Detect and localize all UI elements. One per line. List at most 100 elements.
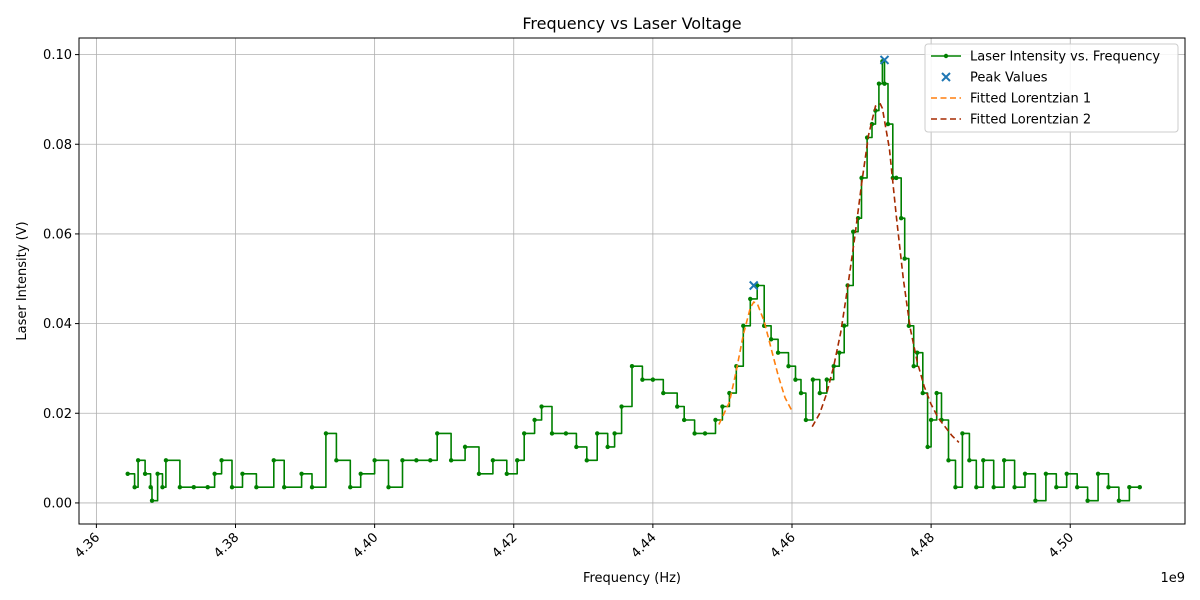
intensity-data-point bbox=[720, 404, 725, 409]
intensity-data-point bbox=[793, 377, 798, 382]
x-axis-offset-label: 1e9 bbox=[1160, 571, 1185, 586]
intensity-data-point bbox=[155, 471, 160, 476]
x-tick-label: 4.44 bbox=[629, 530, 660, 561]
intensity-data-point bbox=[934, 390, 939, 396]
intensity-data-point bbox=[584, 458, 589, 463]
intensity-data-point bbox=[692, 431, 697, 436]
intensity-data-point bbox=[902, 256, 907, 261]
intensity-data-point bbox=[953, 485, 958, 490]
intensity-data-point bbox=[142, 471, 148, 476]
intensity-data-point bbox=[974, 485, 979, 490]
intensity-data-point bbox=[504, 471, 509, 476]
intensity-data-point bbox=[741, 323, 746, 329]
legend-swatch-dot bbox=[943, 53, 949, 59]
x-axis-title: Frequency (Hz) bbox=[583, 571, 681, 586]
intensity-data-point bbox=[191, 485, 196, 490]
intensity-data-point bbox=[148, 485, 153, 490]
x-tick-label: 4.48 bbox=[907, 530, 938, 561]
intensity-data-point bbox=[240, 471, 245, 476]
intensity-data-point bbox=[605, 444, 610, 450]
series-intensity-line bbox=[127, 60, 1140, 502]
intensity-data-point bbox=[1043, 471, 1049, 476]
y-tick-label: 0.00 bbox=[43, 496, 72, 511]
intensity-data-point bbox=[786, 363, 791, 369]
intensity-data-point bbox=[125, 471, 130, 476]
intensity-data-point bbox=[824, 377, 829, 382]
y-tick-label: 0.02 bbox=[43, 407, 72, 422]
intensity-data-point bbox=[219, 458, 224, 463]
intensity-data-point bbox=[748, 296, 753, 302]
intensity-data-point bbox=[681, 417, 687, 423]
intensity-data-point bbox=[831, 363, 836, 369]
intensity-data-point bbox=[798, 390, 804, 396]
peak-marker bbox=[879, 55, 890, 65]
intensity-data-point bbox=[925, 444, 930, 450]
intensity-data-point bbox=[177, 485, 183, 490]
intensity-data-point bbox=[920, 390, 925, 396]
plot-frame bbox=[78, 37, 1186, 525]
intensity-data-point bbox=[619, 404, 624, 409]
intensity-data-point bbox=[640, 377, 645, 382]
intensity-data-point bbox=[428, 458, 433, 463]
intensity-data-point bbox=[135, 458, 141, 463]
intensity-data-point bbox=[841, 323, 847, 329]
intensity-data-point bbox=[160, 485, 165, 490]
legend-label: Fitted Lorentzian 2 bbox=[970, 113, 1091, 128]
series-lorentzian-1 bbox=[718, 301, 793, 425]
intensity-data-point bbox=[149, 498, 155, 503]
axes: 4.36 4.38 4.40 4.42 4.44 4.46 4.48 4.50 0.00 0.02… bbox=[43, 48, 1077, 561]
intensity-data-point bbox=[348, 485, 353, 490]
intensity-data-point bbox=[1106, 485, 1111, 490]
intensity-data-point bbox=[521, 431, 527, 436]
intensity-data-point bbox=[212, 471, 217, 476]
intensity-data-point bbox=[851, 229, 856, 234]
intensity-data-point bbox=[309, 485, 315, 490]
intensity-data-point bbox=[894, 175, 899, 181]
intensity-data-point bbox=[386, 485, 391, 490]
intensity-data-point bbox=[163, 458, 169, 463]
intensity-data-point bbox=[837, 350, 842, 355]
intensity-data-point bbox=[810, 377, 816, 382]
intensity-data-point bbox=[713, 417, 718, 423]
intensity-data-point bbox=[334, 458, 339, 463]
intensity-data-point bbox=[702, 431, 708, 436]
x-tick-label: 4.50 bbox=[1046, 530, 1077, 561]
intensity-data-point bbox=[539, 404, 544, 409]
x-tick-label: 4.36 bbox=[72, 530, 103, 561]
intensity-data-point bbox=[1137, 485, 1142, 490]
intensity-data-point bbox=[650, 377, 656, 382]
x-tick-label: 4.40 bbox=[350, 530, 381, 561]
intensity-data-point bbox=[132, 485, 137, 490]
intensity-data-point bbox=[476, 471, 482, 476]
intensity-data-point bbox=[271, 458, 276, 463]
intensity-data-point bbox=[803, 417, 809, 423]
intensity-data-point bbox=[675, 404, 680, 409]
intensity-data-point bbox=[254, 485, 259, 490]
y-axis-title: Laser Intensity (V) bbox=[15, 221, 30, 340]
intensity-data-point bbox=[490, 458, 496, 463]
intensity-data-point bbox=[1074, 485, 1080, 490]
intensity-data-point bbox=[981, 458, 986, 463]
x-tick-label: 4.38 bbox=[211, 530, 242, 561]
y-tick-label: 0.08 bbox=[43, 138, 72, 153]
legend-label: Fitted Lorentzian 1 bbox=[970, 92, 1091, 107]
intensity-data-point bbox=[898, 216, 904, 221]
intensity-data-point bbox=[914, 350, 920, 355]
intensity-data-point bbox=[299, 471, 304, 476]
intensity-data-point bbox=[885, 121, 891, 127]
y-tick-label: 0.04 bbox=[43, 317, 72, 332]
intensity-data-point bbox=[435, 431, 440, 436]
intensity-data-point bbox=[282, 485, 287, 490]
intensity-data-point bbox=[515, 458, 520, 463]
intensity-data-point bbox=[967, 458, 972, 463]
intensity-data-point bbox=[323, 431, 329, 436]
series-lorentzian-2 bbox=[811, 102, 960, 443]
intensity-data-point bbox=[768, 337, 774, 342]
intensity-data-point bbox=[991, 485, 996, 490]
intensity-data-point bbox=[1001, 458, 1007, 463]
intensity-data-point bbox=[1054, 485, 1059, 490]
intensity-data-point bbox=[1012, 485, 1017, 490]
intensity-data-point bbox=[775, 350, 781, 355]
series-layer bbox=[125, 55, 1142, 503]
